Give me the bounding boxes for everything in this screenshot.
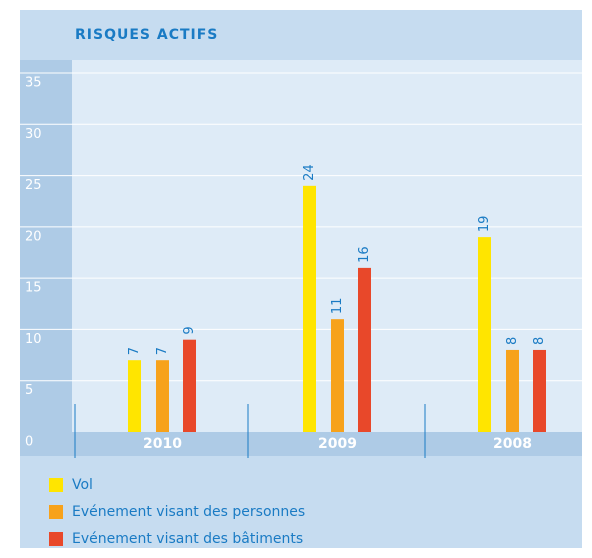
value-label: 16 [357, 246, 372, 263]
y-axis-band [20, 60, 72, 432]
y-tick-label: 30 [25, 127, 42, 142]
value-label: 7 [155, 347, 170, 355]
bar [533, 349, 546, 432]
legend-swatch [49, 505, 63, 519]
value-label: 24 [302, 164, 317, 181]
bar [358, 267, 371, 432]
value-label: 9 [182, 326, 197, 334]
value-label: 7 [127, 347, 142, 355]
legend-swatch [49, 478, 63, 492]
x-tick-label: 2009 [318, 436, 357, 452]
bar [156, 360, 169, 432]
legend-label: Vol [72, 477, 93, 493]
x-tick-label: 2010 [143, 436, 182, 452]
y-tick-label: 20 [25, 229, 42, 244]
legend-swatch [49, 532, 63, 546]
bar [128, 360, 141, 432]
legend-label: Evénement visant des bâtiments [72, 531, 303, 547]
y-tick-label: 0 [25, 435, 33, 450]
plot-area [72, 60, 582, 432]
legend-label: Evénement visant des personnes [72, 504, 305, 520]
bar [183, 339, 196, 432]
chart-title: RISQUES ACTIFS [75, 27, 218, 43]
bar [506, 349, 519, 432]
y-tick-label: 5 [25, 383, 33, 398]
value-label: 8 [532, 337, 547, 345]
x-tick-label: 2008 [493, 436, 532, 452]
y-tick-label: 15 [25, 281, 42, 296]
bar [478, 237, 491, 432]
value-label: 11 [330, 298, 345, 315]
bar [303, 185, 316, 432]
y-tick-label: 10 [25, 332, 42, 347]
value-label: 8 [505, 337, 520, 345]
bar [331, 319, 344, 432]
x-axis-band [20, 432, 582, 456]
y-tick-label: 25 [25, 178, 42, 193]
y-tick-label: 35 [25, 76, 42, 91]
value-label: 19 [477, 216, 492, 233]
